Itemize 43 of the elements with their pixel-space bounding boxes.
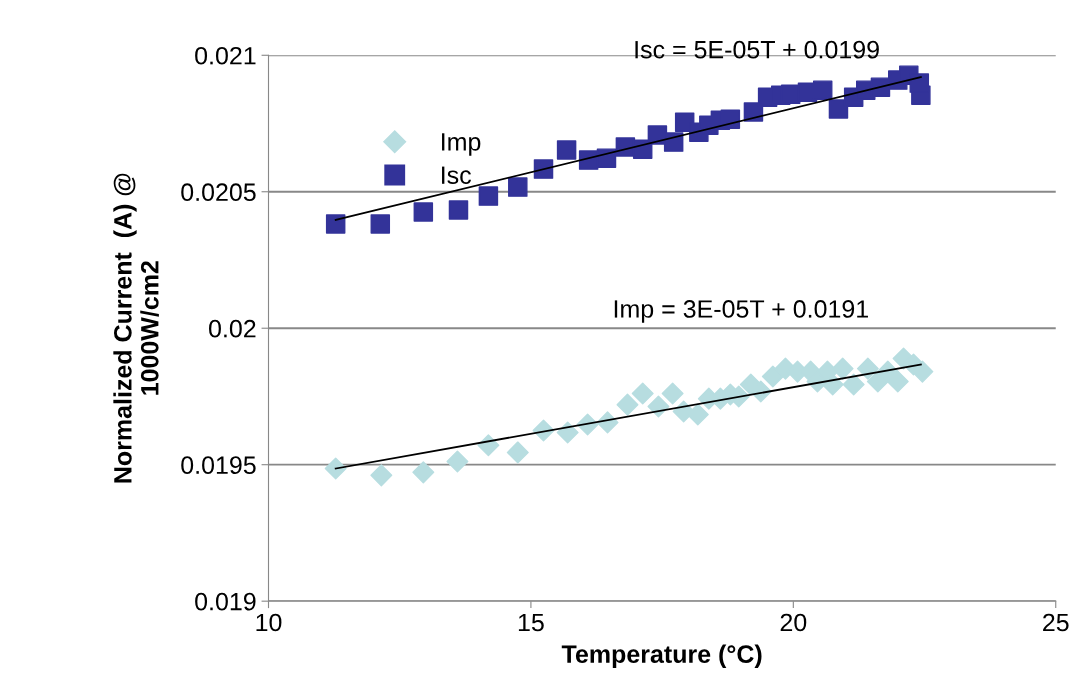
legend-label: Isc	[442, 166, 472, 185]
point	[325, 214, 346, 234]
y-tick-label: 0.0205	[181, 183, 256, 202]
point	[413, 202, 434, 222]
point	[842, 373, 865, 396]
y-tick-label: 0.0195	[181, 456, 256, 474]
annotation: Imp = 3E-05T + 0.0191	[614, 300, 868, 323]
point	[324, 457, 347, 480]
point	[478, 186, 499, 206]
x-tick-label: 20	[780, 613, 807, 632]
point	[663, 132, 684, 152]
point	[886, 370, 909, 393]
point	[647, 395, 670, 418]
y-axis-title: Normalized Current (A) @ 1000W/cm2	[113, 173, 159, 483]
point	[686, 403, 709, 426]
point	[831, 357, 854, 380]
point	[370, 464, 393, 487]
point	[616, 393, 639, 416]
x-tick-label: 25	[1043, 613, 1069, 632]
point	[856, 357, 879, 380]
point	[596, 148, 617, 168]
point	[370, 214, 391, 234]
point	[911, 360, 934, 383]
x-axis-title: Temperature (°C)	[561, 644, 762, 668]
point	[446, 450, 469, 473]
legend-label: Imp	[442, 133, 481, 156]
point	[506, 441, 529, 464]
point	[909, 73, 930, 93]
x-tick-label: 15	[518, 613, 544, 632]
x-tick-label: 10	[256, 613, 282, 632]
point	[508, 177, 528, 197]
point	[812, 80, 833, 100]
point	[828, 99, 849, 119]
point	[412, 461, 435, 484]
y-tick-label: 0.02	[209, 319, 256, 338]
point	[556, 421, 579, 444]
point	[631, 382, 654, 405]
point	[661, 382, 684, 405]
y-tick-label: 0.019	[195, 592, 256, 611]
annotation: Isc = 5E-05T + 0.0199	[635, 40, 879, 59]
point	[448, 200, 469, 220]
point	[556, 140, 577, 160]
y-tick-label: 0.021	[195, 46, 256, 65]
